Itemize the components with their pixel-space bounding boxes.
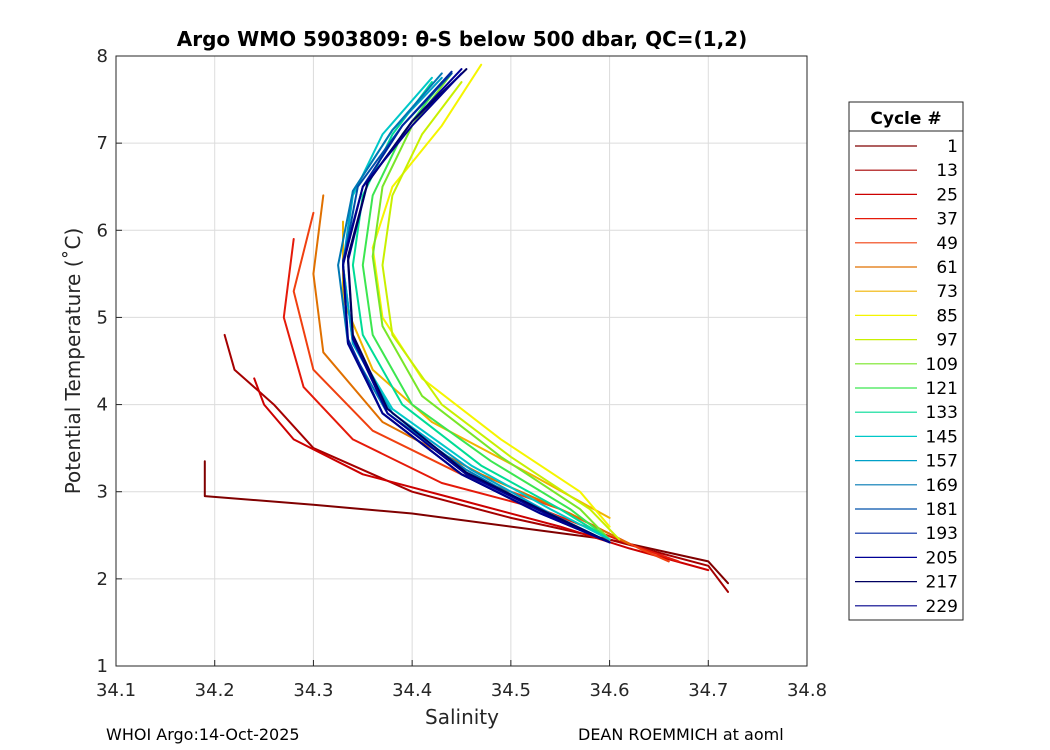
series-line-cycle-37 [282, 238, 680, 563]
series-line-cycle-229 [342, 72, 611, 544]
axis-ticks: 34.1 34.2 34.3 34.4 34.5 34.6 34.7 34.8 1 2 3 4 5 6 7 8 [96, 46, 827, 701]
plot-background [116, 56, 807, 666]
y-tick-label: 4 [97, 395, 108, 416]
x-tick-label: 34.7 [688, 680, 728, 701]
x-tick-label: 34.1 [96, 680, 136, 701]
y-tick-label: 6 [97, 220, 108, 241]
legend-label-217: 217 [926, 573, 958, 593]
legend-label-157: 157 [926, 452, 958, 472]
legend-label-13: 13 [936, 161, 958, 181]
x-tick-label: 34.6 [590, 680, 630, 701]
series-line-cycle-25 [253, 377, 710, 572]
legend-label-121: 121 [926, 379, 958, 399]
series-line-cycle-61 [312, 194, 631, 545]
x-tick-label: 34.8 [787, 680, 827, 701]
series-line-cycle-85 [371, 63, 611, 528]
x-tick-label: 34.3 [293, 680, 333, 701]
chart-title: Argo WMO 5903809: θ-S below 500 dbar, QC… [177, 27, 747, 51]
y-tick-label: 1 [97, 656, 108, 677]
series-line-cycle-97 [381, 81, 621, 541]
legend-label-169: 169 [926, 476, 958, 496]
series-line-cycle-1 [203, 460, 729, 585]
series-line-cycle-217 [347, 68, 611, 544]
series-line-cycle-109 [371, 72, 611, 541]
plot-frame [115, 55, 808, 667]
legend-label-73: 73 [936, 282, 958, 302]
series-layer [203, 63, 729, 593]
series-line-cycle-73 [342, 220, 611, 519]
series-line-cycle-121 [361, 81, 611, 541]
legend-label-25: 25 [936, 185, 958, 205]
legend-title: Cycle # [870, 109, 941, 129]
grid-lines [115, 55, 808, 667]
footer-source: WHOI Argo:14-Oct-2025 [106, 725, 300, 744]
y-tick-label: 2 [97, 569, 108, 590]
legend-label-61: 61 [936, 258, 958, 278]
legend: Cycle # 1 13 25 37 49 61 73 85 97 109 121 133 145 157… [848, 101, 964, 621]
legend-label-145: 145 [926, 427, 958, 447]
legend-label-37: 37 [936, 210, 958, 230]
legend-label-1: 1 [947, 137, 958, 157]
x-tick-label: 34.2 [195, 680, 235, 701]
series-line-cycle-13 [223, 333, 729, 593]
y-tick-label: 5 [97, 307, 108, 328]
x-tick-label: 34.5 [491, 680, 531, 701]
legend-entries: 1 13 25 37 49 61 73 85 97 109 121 133 145 157 169 181 19… [855, 137, 958, 617]
x-tick-label: 34.4 [392, 680, 432, 701]
legend-label-205: 205 [926, 548, 958, 568]
legend-label-181: 181 [926, 500, 958, 520]
y-tick-label: 8 [97, 46, 108, 67]
x-axis-label: Salinity [425, 705, 499, 729]
legend-label-109: 109 [926, 355, 958, 375]
legend-label-133: 133 [926, 403, 958, 423]
y-tick-label: 3 [97, 482, 108, 503]
legend-label-193: 193 [926, 524, 958, 544]
footer-operator: DEAN ROEMMICH at aoml [578, 725, 784, 744]
legend-label-85: 85 [936, 306, 958, 326]
y-tick-label: 7 [97, 133, 108, 154]
legend-label-229: 229 [926, 597, 958, 617]
y-axis-label: Potential Temperature (˚C) [61, 228, 85, 495]
legend-label-97: 97 [936, 331, 958, 351]
legend-label-49: 49 [936, 234, 958, 254]
